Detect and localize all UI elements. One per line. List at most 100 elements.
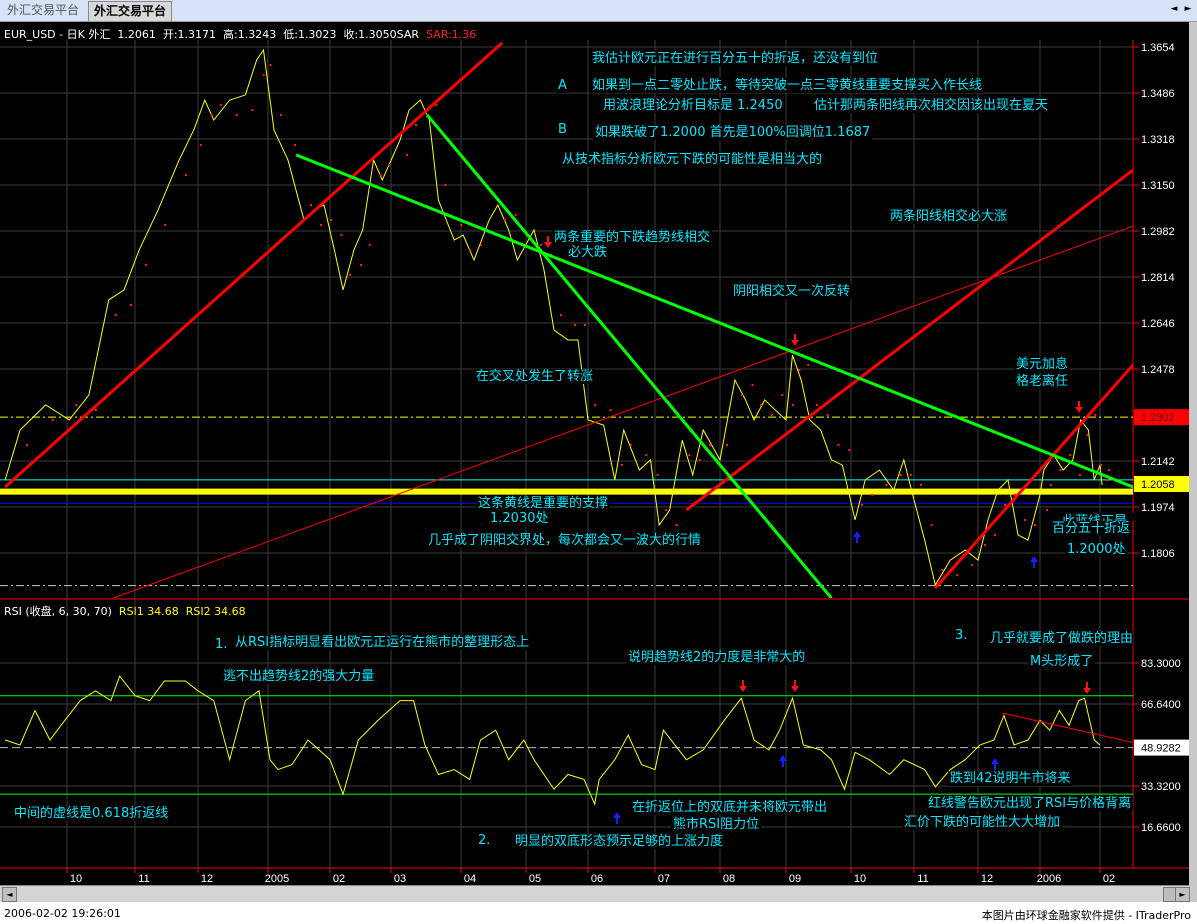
arrow-up-icon bbox=[853, 531, 861, 543]
annotation: 如果跌破了1.2000 首先是100%回调位1.1687 bbox=[593, 125, 873, 140]
annotation-label-a: A bbox=[556, 78, 569, 93]
sar-dot bbox=[815, 403, 818, 406]
sar-dot bbox=[379, 174, 382, 177]
sar-dot bbox=[740, 393, 743, 396]
trendline bbox=[685, 168, 1133, 512]
arrow-down-icon bbox=[544, 236, 552, 248]
horizontal-scrollbar[interactable]: ◄ ► bbox=[0, 885, 1190, 902]
sar-dot bbox=[235, 114, 238, 117]
x-tick-label: 02 bbox=[333, 873, 345, 885]
x-tick-label: 09 bbox=[789, 873, 801, 885]
sar-dot bbox=[1004, 504, 1006, 507]
annotation: 熊市RSI阻力位 bbox=[671, 817, 762, 832]
sar-dot bbox=[688, 454, 691, 457]
sar-dot bbox=[1049, 484, 1052, 487]
annotation: 两条阳线相交必大涨 bbox=[888, 209, 1010, 224]
sar-dot bbox=[1086, 433, 1089, 436]
arrow-head bbox=[853, 531, 861, 537]
x-tick-label: 06 bbox=[591, 873, 603, 885]
rsi-tick-label: 16.6600 bbox=[1141, 822, 1181, 834]
sar-dot bbox=[145, 263, 148, 266]
tab-forex-platform-1[interactable]: 外汇交易平台 bbox=[7, 3, 80, 17]
rsi-highlight-label: 48.9282 bbox=[1141, 743, 1181, 755]
price-line bbox=[4, 48, 1103, 587]
annotation: 我估计欧元正在进行百分五十的折返，还没有到位 bbox=[590, 51, 881, 66]
sar-dot bbox=[435, 104, 438, 107]
sar-dot bbox=[1106, 479, 1108, 482]
sar-dot bbox=[262, 73, 265, 76]
sar-dot bbox=[656, 473, 659, 476]
x-tick-label: 11 bbox=[917, 873, 928, 885]
sar-dot bbox=[609, 409, 612, 412]
sar-dot bbox=[219, 104, 222, 107]
rsi-tick-label: 66.6400 bbox=[1141, 699, 1181, 711]
sar-dot bbox=[540, 243, 542, 246]
sar-dot bbox=[269, 64, 272, 67]
x-tick-label: 12 bbox=[981, 873, 993, 885]
sar-dot bbox=[26, 444, 29, 447]
sar-dot bbox=[199, 143, 202, 146]
sar-dot bbox=[310, 204, 312, 207]
rsi-header: RSI (收盘, 6, 30, 70) RSI1 34.68 RSI2 34.6… bbox=[4, 603, 246, 619]
annotation: 在交叉处发生了转涨 bbox=[474, 369, 596, 384]
tab-forex-platform-2[interactable]: 外汇交易平台 bbox=[88, 1, 173, 21]
arrow-up-icon bbox=[1030, 556, 1038, 568]
sar-dot bbox=[114, 313, 117, 316]
annotation: 逃不出趋势线2的强大力量 bbox=[221, 669, 377, 684]
scroll-right-button[interactable]: ► bbox=[1175, 887, 1190, 902]
y-tick-label: 1.2982 bbox=[1141, 226, 1175, 238]
sar-dot bbox=[984, 544, 986, 547]
sar-dot bbox=[941, 569, 944, 572]
sar-dot bbox=[1078, 473, 1081, 476]
arrow-down-icon bbox=[791, 334, 799, 346]
sar-dot bbox=[899, 474, 902, 477]
sar-dot bbox=[210, 114, 213, 117]
sar-dot bbox=[826, 414, 829, 417]
sar-dot bbox=[574, 323, 576, 326]
price-highlight-label: 1.2302 bbox=[1141, 412, 1175, 424]
sar-dot bbox=[406, 154, 409, 157]
tab-bar: 外汇交易平台 外汇交易平台 ◄ ► bbox=[0, 0, 1197, 22]
arrow-down-icon bbox=[1075, 401, 1083, 413]
annotation: 美元加息 bbox=[1014, 357, 1071, 372]
sar-dot bbox=[251, 108, 254, 111]
annotation: 中间的虚线是0.618折返线 bbox=[12, 806, 171, 821]
sar-dot bbox=[514, 213, 517, 216]
tab-scroll-left-icon[interactable]: ◄ bbox=[1170, 4, 1178, 14]
sar-dot bbox=[751, 383, 754, 386]
arrow-head bbox=[791, 340, 799, 346]
annotation: 估计那两条阳线再次相交因该出现在夏天 bbox=[812, 98, 1051, 113]
sar-dot bbox=[294, 144, 296, 147]
arrow-up-icon bbox=[779, 755, 787, 767]
arrow-head bbox=[739, 686, 747, 692]
x-tick-label: 05 bbox=[529, 873, 541, 885]
sar-dot bbox=[368, 243, 371, 246]
annotation: M头形成了 bbox=[1028, 654, 1096, 669]
sar-dot bbox=[94, 408, 97, 411]
sar-dot bbox=[594, 403, 596, 406]
sar-dot bbox=[956, 574, 959, 577]
annotation: 明显的双底形态预示足够的上涨力度 bbox=[513, 834, 726, 849]
sar-dot bbox=[1108, 469, 1111, 472]
x-tick-label: 02 bbox=[1103, 873, 1115, 885]
rsi-tick-label: 33.3200 bbox=[1141, 781, 1181, 793]
sar-dot bbox=[909, 473, 912, 476]
annotation: 这条黄线是重要的支撑 bbox=[476, 496, 611, 511]
x-tick-label: 2006 bbox=[1037, 873, 1061, 885]
scroll-left-button[interactable]: ◄ bbox=[2, 887, 17, 902]
y-tick-label: 1.3654 bbox=[1141, 42, 1175, 54]
y-tick-label: 1.2478 bbox=[1141, 364, 1175, 376]
sar-dot bbox=[340, 233, 343, 236]
trendline bbox=[4, 41, 504, 489]
y-tick-label: 1.3318 bbox=[1141, 134, 1175, 146]
x-tick-label: 2005 bbox=[265, 873, 289, 885]
x-tick-label: 11 bbox=[138, 873, 149, 885]
sar-dot bbox=[1024, 518, 1026, 521]
tab-scroll-right-icon[interactable]: ► bbox=[1184, 4, 1192, 14]
annotation: 从RSI指标明显看出欧元正运行在熊市的整理形态上 bbox=[233, 635, 532, 650]
sar-dot bbox=[1059, 468, 1062, 471]
sar-dot bbox=[560, 314, 562, 317]
rsi-highlight-box bbox=[1134, 739, 1189, 756]
arrow-head bbox=[1083, 688, 1091, 694]
annotation: 几乎就要成了做跌的理由 bbox=[988, 631, 1133, 646]
